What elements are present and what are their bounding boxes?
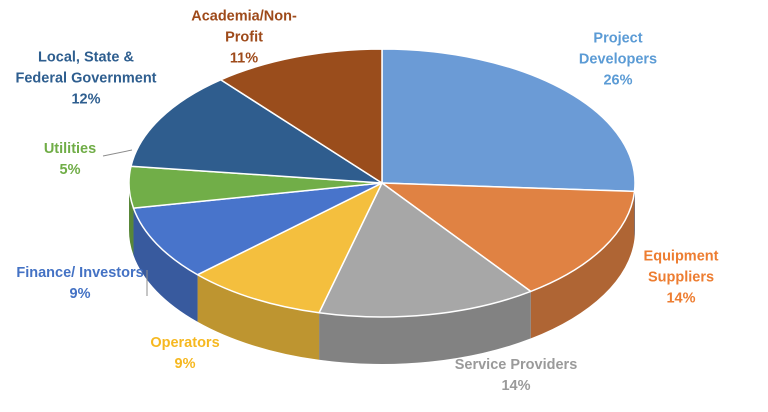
data-label-percent: 9% (69, 286, 91, 302)
pie-slice-7 (219, 48, 383, 184)
data-label-category: Federal Government (15, 70, 157, 87)
data-label-category: Suppliers (647, 269, 715, 286)
pie-slice-3 (196, 182, 383, 314)
data-label-percent: 5% (59, 162, 81, 178)
pie-side-shade-3 (197, 274, 320, 360)
data-label-4: Finance/ Investors 9% (16, 263, 143, 305)
data-label-category: Service Providers (454, 357, 578, 373)
data-label-category: Equipment (643, 248, 719, 265)
pie-slice-2 (318, 182, 532, 318)
data-label-category: Operators (150, 335, 220, 351)
data-label-percent: 11% (229, 50, 259, 67)
data-label-0: Project Developers 26% (579, 29, 657, 92)
pie-side-3 (197, 274, 320, 360)
data-label-category: Utilities (43, 141, 97, 157)
data-label-category: Profit (225, 29, 263, 46)
data-label-6: Local, State & Federal Government 12% (15, 48, 156, 111)
pie-side-5 (129, 183, 134, 256)
pie-tops (128, 48, 636, 318)
data-label-3: Operators 9% (150, 333, 219, 375)
data-label-7: Academia/Non- Profit 11% (191, 7, 297, 70)
data-label-percent: 12% (71, 91, 101, 108)
leader-lines (102, 149, 148, 296)
pie-side-shade-5 (129, 183, 134, 256)
pie-slice-0 (381, 48, 636, 193)
pie-side-shade-2 (319, 291, 531, 364)
pie-slice-1 (381, 182, 636, 293)
leader-line-5 (102, 149, 133, 157)
data-label-category: Developers (578, 51, 658, 68)
data-label-percent: 9% (174, 356, 196, 372)
data-label-5: Utilities 5% (44, 139, 96, 181)
pie-side-2 (319, 291, 531, 364)
data-label-percent: 14% (501, 378, 531, 394)
data-label-2: Service Providers 14% (455, 355, 578, 397)
data-label-category: Project (593, 30, 643, 47)
data-label-category: Finance/ Investors (16, 265, 144, 281)
pie-slice-4 (132, 182, 383, 276)
data-label-percent: 14% (666, 290, 696, 307)
data-label-category: Local, State & (38, 49, 134, 66)
data-label-percent: 26% (603, 72, 633, 89)
data-label-category: Academia/Non- (191, 8, 297, 25)
pie-slice-6 (130, 79, 383, 184)
data-label-1: Equipment Suppliers 14% (644, 247, 719, 310)
